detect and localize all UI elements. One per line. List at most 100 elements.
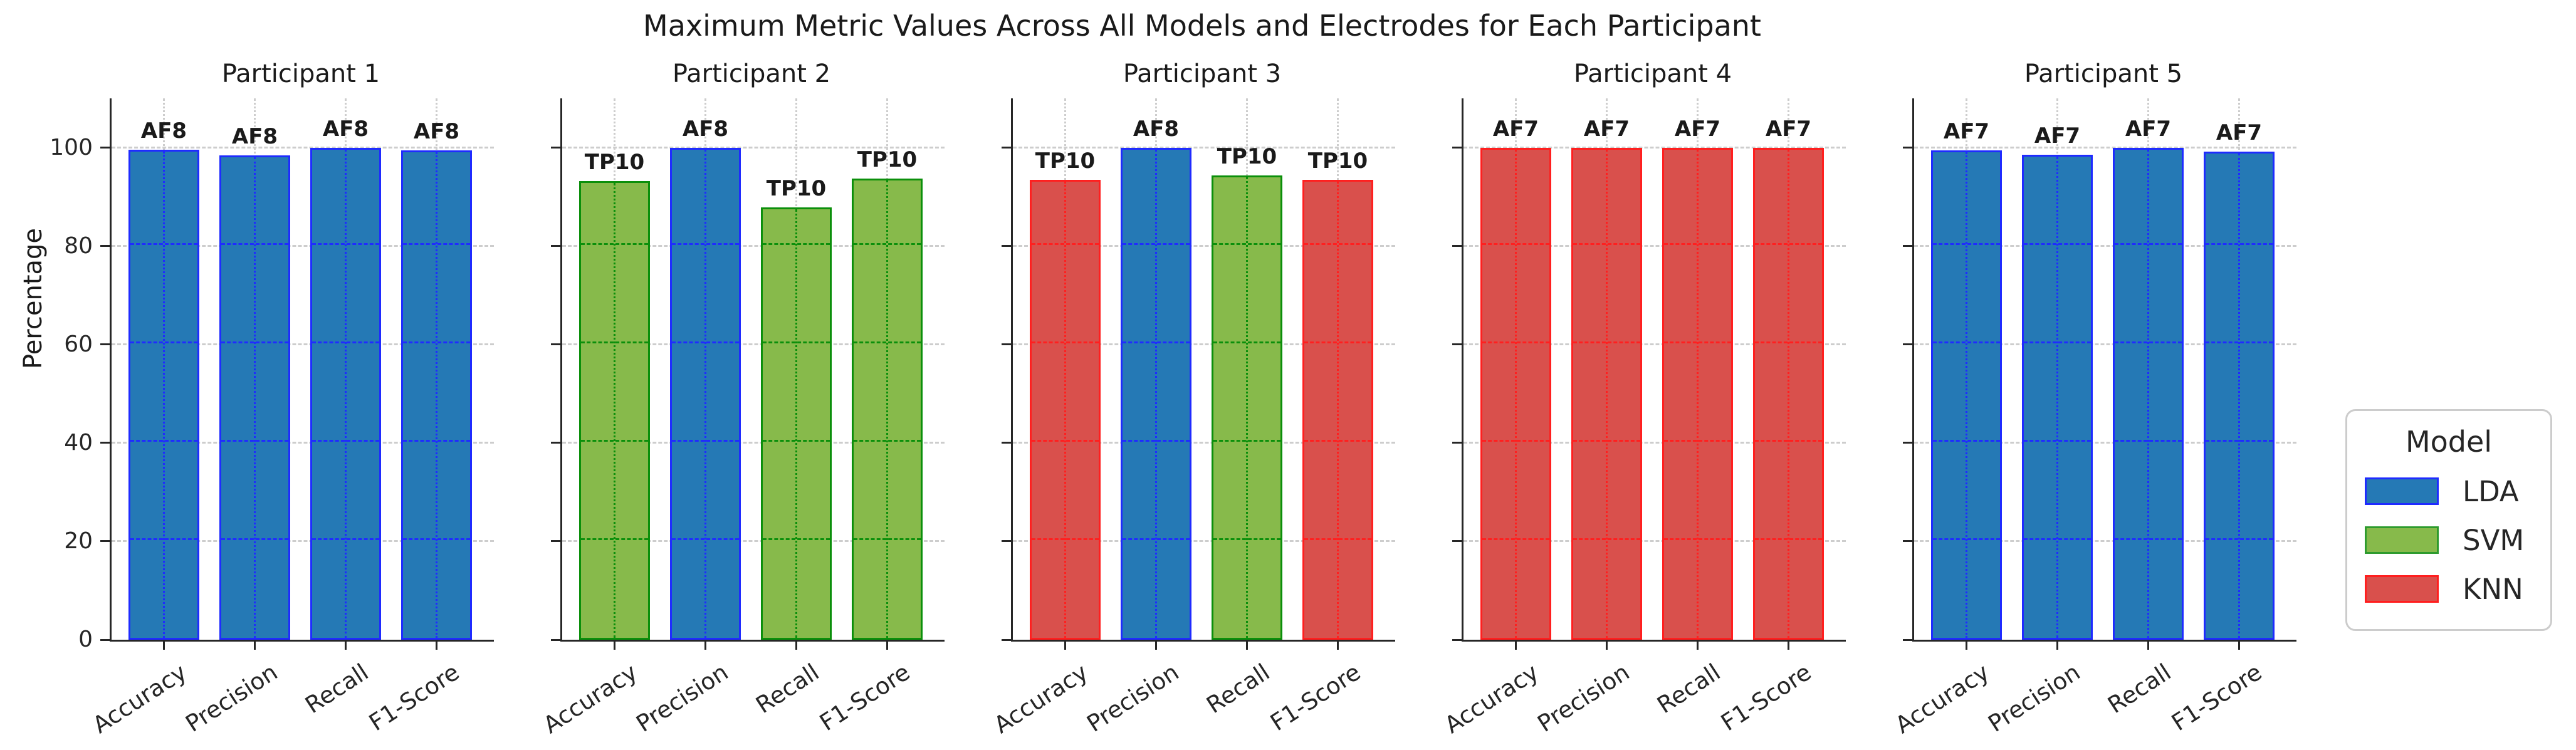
bar-accuracy bbox=[579, 180, 650, 640]
y-tick bbox=[551, 638, 560, 641]
bar-electrode-label: TP10 bbox=[766, 175, 827, 201]
gridline-h bbox=[1013, 540, 1395, 543]
bar-gridline bbox=[581, 538, 648, 541]
gridline-h bbox=[1463, 343, 1846, 346]
bar-gridline bbox=[2206, 440, 2273, 442]
x-tick bbox=[614, 642, 615, 650]
bar-electrode-label: AF8 bbox=[413, 119, 460, 145]
bar-gridline bbox=[672, 341, 739, 344]
x-tick bbox=[1966, 642, 1967, 650]
x-tick bbox=[795, 642, 797, 650]
x-tick bbox=[1515, 642, 1517, 650]
bar-gridline bbox=[1304, 538, 1371, 541]
bar-gridline bbox=[1213, 243, 1280, 246]
plot-area: AF7 Accuracy AF7 Precision AF7 Recall AF7 F1-Sc… bbox=[1440, 98, 1846, 739]
bar-gridline bbox=[2206, 243, 2273, 246]
y-tick bbox=[551, 343, 560, 346]
bar-gridline bbox=[1755, 440, 1822, 442]
x-tick bbox=[1788, 642, 1789, 650]
y-tick bbox=[100, 638, 110, 641]
bar-center-line bbox=[1788, 149, 1789, 638]
bar-gridline bbox=[1573, 440, 1640, 442]
bar-electrode-label: AF7 bbox=[2125, 116, 2172, 142]
bar-gridline bbox=[1032, 538, 1099, 541]
bar-gridline bbox=[1213, 341, 1280, 344]
x-tick bbox=[254, 642, 256, 650]
gridline-h bbox=[562, 343, 945, 346]
bar-gridline bbox=[2115, 341, 2182, 344]
gridline-h bbox=[1914, 540, 2296, 543]
subplot-title: Participant 5 bbox=[2024, 60, 2183, 88]
bar-center-line bbox=[1966, 152, 1967, 638]
gridline-h bbox=[112, 442, 494, 444]
gridline-h bbox=[1914, 442, 2296, 444]
bar-gridline bbox=[1032, 341, 1099, 344]
bar-gridline bbox=[2206, 341, 2273, 344]
bar-center-line bbox=[1697, 149, 1699, 638]
bar-gridline bbox=[2024, 440, 2091, 442]
bar-center-line bbox=[1606, 149, 1608, 638]
bar-f1-score bbox=[1302, 179, 1373, 640]
legend-title: Model bbox=[2405, 425, 2493, 459]
bar-gridline bbox=[221, 538, 288, 541]
bar-f1-score bbox=[1753, 147, 1824, 640]
bar-gridline bbox=[312, 341, 379, 344]
bar-gridline bbox=[2115, 243, 2182, 246]
bar-gridline bbox=[2024, 243, 2091, 246]
legend-item-svm: SVM bbox=[2365, 524, 2550, 557]
bar-electrode-label: TP10 bbox=[584, 149, 645, 175]
y-tick bbox=[1452, 245, 1462, 247]
gridline-h bbox=[1914, 147, 2296, 149]
y-tick bbox=[1002, 638, 1011, 641]
gridline-h bbox=[1013, 343, 1395, 346]
y-tick-label: 80 bbox=[64, 232, 93, 259]
chart-title: Maximum Metric Values Across All Models … bbox=[643, 9, 1761, 43]
bar-gridline bbox=[581, 440, 648, 442]
bar-center-line bbox=[254, 157, 256, 638]
bar-gridline bbox=[854, 440, 921, 442]
x-tick bbox=[1246, 642, 1248, 650]
bar-gridline bbox=[2024, 538, 2091, 541]
bar-center-line bbox=[704, 149, 706, 638]
x-tick bbox=[2147, 642, 2149, 650]
bar-gridline bbox=[581, 243, 648, 246]
gridline-h bbox=[1013, 442, 1395, 444]
bar-gridline bbox=[854, 341, 921, 344]
bar-gridline bbox=[672, 243, 739, 246]
bar-gridline bbox=[403, 440, 470, 442]
bar-gridline bbox=[1664, 243, 1731, 246]
bar-electrode-label: AF7 bbox=[1583, 116, 1630, 142]
y-tick bbox=[551, 540, 560, 543]
bar-gridline bbox=[1213, 538, 1280, 541]
y-tick-label: 40 bbox=[64, 429, 93, 456]
bar-gridline bbox=[1482, 440, 1549, 442]
legend-item-lda: LDA bbox=[2365, 475, 2550, 508]
gridline-h bbox=[112, 245, 494, 247]
y-tick bbox=[1452, 540, 1462, 543]
subplot-title: Participant 4 bbox=[1573, 60, 1732, 88]
bar-gridline bbox=[672, 440, 739, 442]
y-tick bbox=[1452, 442, 1462, 444]
bar-electrode-label: TP10 bbox=[857, 147, 918, 173]
y-tick bbox=[1002, 343, 1011, 346]
bar-gridline bbox=[221, 243, 288, 246]
subplot-title: Participant 3 bbox=[1123, 60, 1282, 88]
x-tick bbox=[1155, 642, 1157, 650]
x-tick bbox=[1606, 642, 1608, 650]
gridline-h bbox=[1013, 245, 1395, 247]
bar-precision bbox=[670, 147, 741, 640]
bar-gridline bbox=[1213, 440, 1280, 442]
bar-gridline bbox=[1664, 538, 1731, 541]
bar-f1-score bbox=[2204, 151, 2275, 640]
gridline-h bbox=[1914, 343, 2296, 346]
legend-label: KNN bbox=[2463, 572, 2523, 606]
bar-gridline bbox=[403, 538, 470, 541]
bar-gridline bbox=[130, 538, 197, 541]
bar-gridline bbox=[130, 440, 197, 442]
bar-gridline bbox=[1123, 440, 1190, 442]
bar-center-line bbox=[614, 182, 615, 638]
bar-gridline bbox=[1933, 538, 2000, 541]
x-tick bbox=[886, 642, 888, 650]
bar-electrode-label: AF8 bbox=[231, 124, 278, 150]
